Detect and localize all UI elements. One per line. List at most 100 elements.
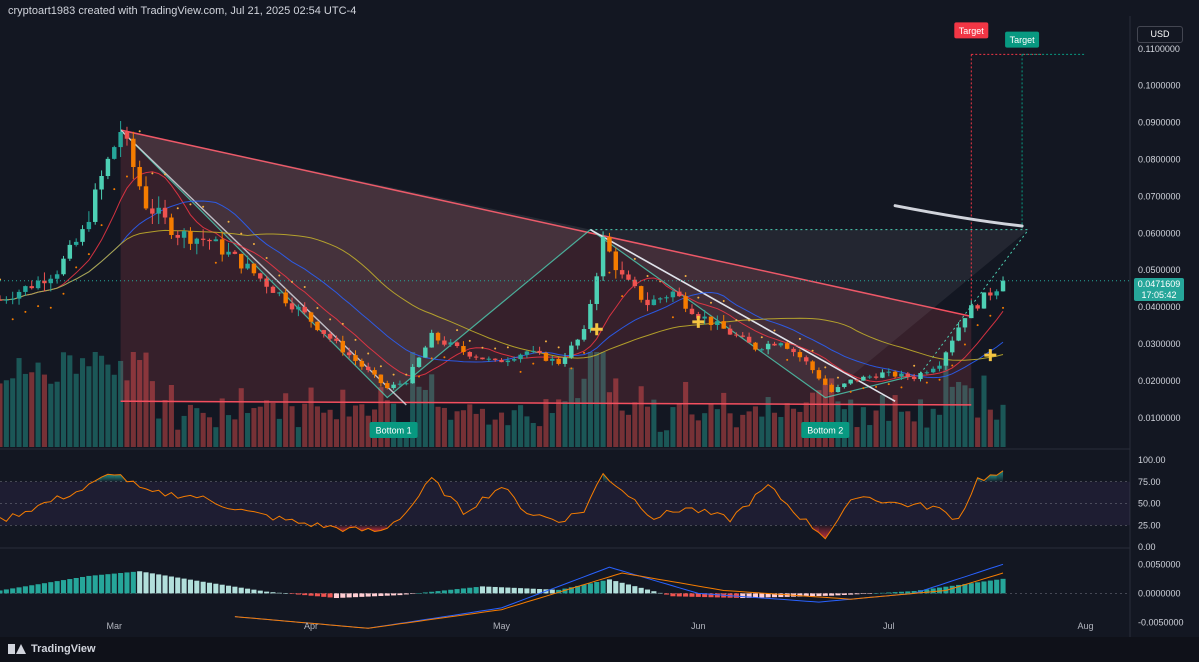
candle-body [1000,280,1006,292]
candle-body [537,350,542,353]
volume-bar [283,393,289,447]
sar-dot [1002,306,1005,309]
volume-bar [784,403,790,447]
candle-body [321,330,326,334]
volume-bar [676,403,682,447]
candle-body [480,357,485,360]
sar-dot [62,292,65,295]
volume-bar [308,387,314,447]
currency-button[interactable]: USD [1137,26,1183,43]
macd-histogram-bar [137,571,143,594]
macd-histogram-bar [632,586,638,594]
candle-body [645,299,650,306]
macd-histogram-bar [327,593,333,598]
macd-histogram-bar [810,593,816,597]
macd-histogram-bar [575,585,581,594]
volume-bar [143,352,149,447]
price-tick-label: 0.0600000 [1138,228,1181,238]
macd-histogram-bar [702,593,708,598]
candle-body [277,292,282,294]
macd-histogram-bar [949,585,955,594]
candle-body [511,359,517,361]
candle-body [131,138,136,168]
macd-histogram-bar [333,593,339,599]
sar-dot [316,306,319,309]
sar-dot [684,275,687,278]
rsi-tick-label: 50.00 [1138,499,1161,509]
candle-body [118,132,123,148]
candle-body [867,376,872,378]
sar-dot [925,381,928,384]
volume-bar [118,360,124,447]
sar-dot [849,390,852,393]
sar-dot [100,224,103,227]
volume-bar [73,373,79,447]
macd-histogram-bar [511,587,517,594]
volume-bar [105,364,111,447]
sar-dot [951,364,954,367]
macd-histogram-bar [149,573,155,594]
candle-body [162,207,168,218]
volume-bar [92,352,98,447]
volume-bar [422,389,428,447]
macd-histogram-bar [956,584,962,594]
macd-histogram-bar [365,593,371,597]
macd-histogram-bar [867,593,873,594]
macd-histogram-bar [822,593,828,596]
macd-histogram-bar [752,593,758,598]
candle-body [105,158,111,176]
candle-body [772,343,777,346]
sar-dot [798,337,801,340]
candle-body [899,373,904,377]
macd-histogram-bar [657,592,663,594]
volume-bar [962,385,968,447]
candle-body [175,235,180,238]
volume-bar [994,419,1000,447]
candle-body [683,296,688,309]
volume-bar [251,408,257,447]
candle-body [486,358,492,360]
candle-body [823,378,828,385]
macd-histogram-bar [486,586,492,594]
sar-dot [37,305,40,308]
macd-histogram-bar [765,593,771,598]
candle-body [283,292,288,304]
macd-histogram-bar [238,587,244,594]
volume-bar [486,424,492,447]
projection-curve [893,204,1024,228]
tradingview-logo[interactable]: TradingView [8,643,96,655]
sar-dot [443,356,446,359]
candle-body [137,167,142,187]
rsi-panel: 100.00 75.00 50.00 25.00 0.00 [0,455,1166,552]
candle-body [613,251,619,271]
sar-dot [760,336,763,339]
macd-histogram-bar [384,593,390,596]
volume-bar [454,411,460,447]
volume-bar [530,422,536,447]
volume-bar [111,374,117,447]
volume-bar [587,352,593,447]
candle-body [112,147,117,159]
volume-bar [759,416,765,447]
volume-bar [410,352,416,447]
rsi-oversold-fill [368,525,375,532]
triangle-zone [120,130,972,405]
sar-dot [836,376,839,379]
volume-bar [625,414,632,447]
volume-bar [435,406,441,447]
volume-bar [848,399,854,447]
volume-bar [975,417,981,447]
volume-bar [1000,404,1006,447]
volume-bar [810,392,816,447]
macd-histogram-bar [670,593,676,597]
rsi-overbought-fill [107,474,115,482]
sar-dot [329,318,332,321]
golden-cross-icon [590,323,603,336]
sar-dot [862,387,865,390]
candle-body [4,299,9,301]
sar-dot [811,349,814,352]
pattern-zone [590,229,1029,398]
candle-body [429,332,434,348]
sar-dot [532,362,535,365]
